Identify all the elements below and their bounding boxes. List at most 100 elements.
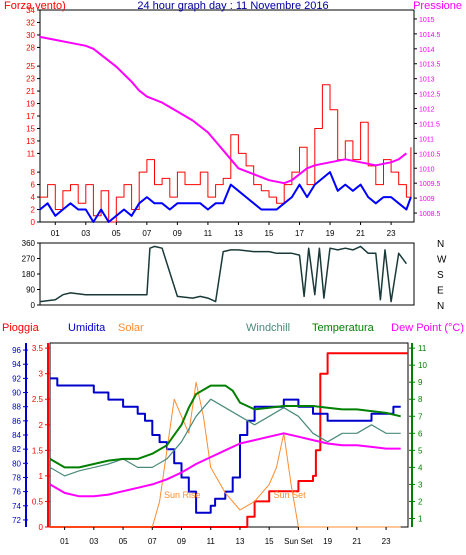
- panel1-frame: [39, 9, 415, 223]
- bottom-hour-label: 05: [119, 537, 128, 546]
- humidity-tick-label: 78: [12, 473, 21, 482]
- rain-line: [50, 352, 408, 528]
- temperature-tick-label: 8: [418, 395, 423, 404]
- wind-tick-label: 19: [26, 100, 35, 109]
- wind-tick-label: 32: [26, 18, 35, 27]
- bottom-hour-label: 21: [352, 537, 361, 546]
- direction-tick-label: 360: [22, 239, 36, 248]
- avg-wind-line: [39, 171, 412, 223]
- solar-line: [50, 381, 401, 528]
- wind-tick-label: 17: [26, 112, 35, 121]
- temperature-tick-label: 11: [418, 344, 427, 353]
- bottom-hour-label: 09: [177, 537, 186, 546]
- temperature-tick-label: 9: [418, 378, 423, 387]
- humidity-legend: Umidita: [68, 322, 106, 334]
- wind-tick-label: 13: [26, 137, 35, 146]
- bottom-hour-label: 11: [207, 537, 216, 546]
- humidity-tick-label: 80: [12, 459, 21, 468]
- hour-label: 19: [326, 229, 335, 238]
- temperature-tick-label: 2: [418, 497, 423, 506]
- wind-tick-label: 11: [27, 149, 36, 158]
- pressure-axis-title: Pressione: [413, 0, 462, 12]
- rain-tick-label: 0: [39, 523, 44, 532]
- hour-label: 03: [81, 229, 90, 238]
- hour-label: 13: [234, 229, 243, 238]
- wind-axis-title: Forza vento): [4, 0, 66, 12]
- humidity-tick-label: 72: [12, 516, 21, 525]
- bottom-hour-label: 01: [60, 537, 69, 546]
- hour-label: 07: [142, 229, 151, 238]
- bottom-hour-label: 19: [323, 537, 332, 546]
- compass-label: N: [437, 301, 444, 312]
- direction-tick-label: 270: [22, 255, 36, 264]
- pressure-tick-label: 1008.5: [419, 211, 441, 218]
- wind-tick-label: 0: [31, 218, 36, 227]
- rain-tick-label: 2.5: [32, 395, 44, 404]
- temperature-tick-label: 3: [418, 480, 423, 489]
- wind-tick-label: 15: [26, 124, 35, 133]
- humidity-tick-label: 74: [12, 502, 21, 511]
- pressure-tick-label: 1012.5: [419, 92, 441, 99]
- rain-tick-label: 2: [39, 421, 44, 430]
- pressure-tick-label: 1010.5: [419, 151, 441, 158]
- wind-tick-label: 4: [31, 193, 36, 202]
- bottom-hour-label: 07: [148, 537, 157, 546]
- pressure-tick-label: 1013.5: [419, 62, 441, 69]
- humidity-tick-label: 82: [12, 445, 21, 454]
- humidity-tick-label: 84: [12, 431, 21, 440]
- pressure-tick-label: 1015: [419, 17, 435, 24]
- humidity-tick-label: 90: [12, 389, 21, 398]
- bottom-hour-label: 13: [236, 537, 245, 546]
- temperature-tick-label: 6: [418, 429, 423, 438]
- sunset-label: Sun Set: [274, 490, 307, 500]
- bottom-hour-label: 23: [382, 537, 391, 546]
- wind-tick-label: 8: [31, 168, 36, 177]
- chart-title: 24 hour graph day : 11 Novembre 2016: [137, 0, 328, 12]
- hour-label: 21: [356, 229, 365, 238]
- hour-label: 05: [112, 229, 121, 238]
- hour-label: 01: [51, 229, 60, 238]
- wind-tick-label: 25: [26, 62, 35, 71]
- wind-tick-label: 21: [26, 87, 35, 96]
- temperature-tick-label: 4: [418, 463, 423, 472]
- wind-direction-line: [39, 245, 408, 303]
- wind-tick-label: 2: [31, 206, 36, 215]
- humidity-tick-label: 88: [12, 403, 21, 412]
- humidity-line: [50, 377, 401, 514]
- gust-line: [40, 84, 412, 223]
- pressure-tick-label: 1009: [419, 196, 435, 203]
- bottom-hour-label: 15: [265, 537, 274, 546]
- temperature-tick-label: 7: [418, 412, 423, 421]
- humidity-tick-label: 92: [12, 374, 21, 383]
- bottom-hour-label: 03: [89, 537, 98, 546]
- temperature-line: [49, 384, 401, 469]
- compass-label: E: [437, 286, 444, 297]
- wind-tick-label: 28: [26, 43, 35, 52]
- rain-tick-label: 0.5: [32, 497, 44, 506]
- humidity-tick-label: 96: [12, 346, 21, 355]
- temperature-tick-label: 10: [418, 361, 427, 370]
- windchill-line: [49, 398, 401, 477]
- pressure-tick-label: 1011: [419, 136, 434, 143]
- rain-legend: Pioggia: [2, 322, 40, 334]
- windchill-legend: Windchill: [246, 322, 290, 334]
- hour-label: 23: [387, 229, 396, 238]
- panel3-frame: [49, 342, 409, 528]
- pressure-tick-label: 1012: [419, 107, 435, 114]
- pressure-tick-label: 1011.5: [419, 121, 440, 128]
- temperature-tick-label: 5: [418, 446, 423, 455]
- humidity-tick-label: 86: [12, 417, 21, 426]
- pressure-tick-label: 1009.5: [419, 181, 441, 188]
- rain-tick-label: 3: [39, 370, 44, 379]
- pressure-tick-label: 1014: [419, 47, 435, 54]
- compass-label: W: [437, 255, 447, 266]
- hour-label: 11: [204, 229, 213, 238]
- wind-tick-label: 23: [26, 75, 35, 84]
- direction-tick-label: 90: [26, 286, 35, 295]
- humidity-tick-label: 94: [12, 360, 21, 369]
- sunrise-label: Sun Rise: [164, 490, 201, 500]
- temperature-legend: Temperatura: [312, 322, 375, 334]
- bottom-hour-label: Sun Set: [284, 537, 313, 546]
